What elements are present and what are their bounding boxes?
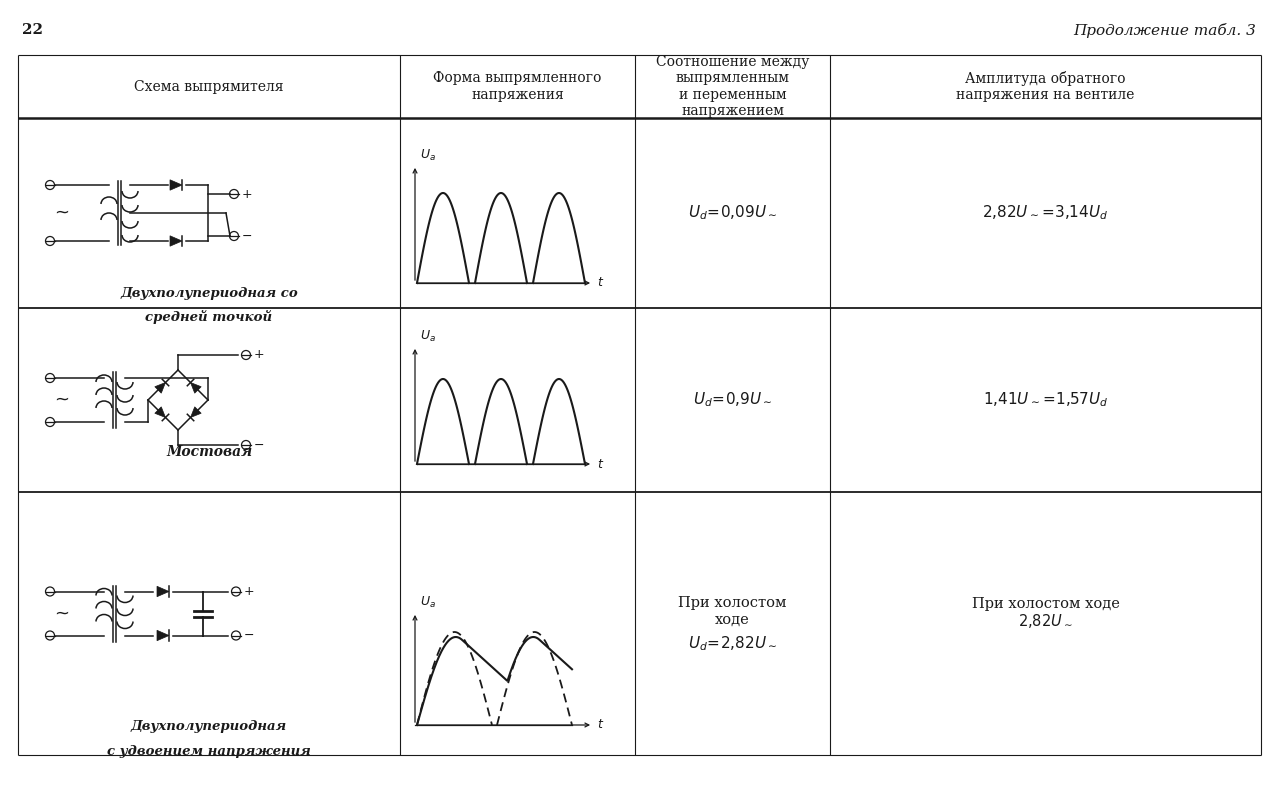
Text: Продолжение табл. 3: Продолжение табл. 3 [1073, 22, 1256, 38]
Text: −: − [242, 230, 252, 243]
Text: $1{,}41U_{\sim}\!=\!1{,}57U_d$: $1{,}41U_{\sim}\!=\!1{,}57U_d$ [982, 391, 1108, 409]
Text: $t$: $t$ [597, 457, 604, 471]
Polygon shape [155, 407, 165, 417]
Text: При холостом
ходе: При холостом ходе [678, 596, 787, 626]
Text: $t$: $t$ [597, 718, 604, 732]
Text: Форма выпрямленного
напряжения: Форма выпрямленного напряжения [434, 71, 601, 101]
Text: Амплитуда обратного
напряжения на вентиле: Амплитуда обратного напряжения на вентил… [957, 71, 1134, 102]
Polygon shape [170, 235, 182, 247]
Text: средней точкой: средней точкой [146, 310, 272, 324]
Text: +: + [244, 585, 255, 598]
Text: +: + [242, 188, 253, 200]
Text: $U_d\!=\!0{,}09U_{\sim}$: $U_d\!=\!0{,}09U_{\sim}$ [688, 203, 778, 223]
Text: −: − [244, 629, 255, 642]
Text: −: − [255, 438, 265, 452]
Polygon shape [157, 630, 169, 641]
Text: ~: ~ [55, 204, 69, 222]
Text: $t$: $t$ [597, 276, 604, 290]
Text: Соотношение между
выпрямленным
и переменным
напряжением: Соотношение между выпрямленным и перемен… [656, 55, 810, 118]
Text: $2{,}82U_{\sim}\!=\!3{,}14U_d$: $2{,}82U_{\sim}\!=\!3{,}14U_d$ [982, 203, 1109, 223]
Polygon shape [157, 587, 169, 597]
Polygon shape [191, 407, 201, 417]
Text: $U_a$: $U_a$ [420, 148, 436, 163]
Text: $U_a$: $U_a$ [420, 329, 436, 344]
Polygon shape [191, 382, 201, 393]
Text: Схема выпрямителя: Схема выпрямителя [134, 80, 284, 93]
Text: ~: ~ [55, 605, 69, 622]
Text: +: + [255, 349, 265, 361]
Text: При холостом ходе
$2{,}82U_{\sim}$: При холостом ходе $2{,}82U_{\sim}$ [972, 597, 1119, 630]
Polygon shape [170, 180, 182, 190]
Text: $U_d\!=\!2{,}82U_{\sim}$: $U_d\!=\!2{,}82U_{\sim}$ [688, 634, 778, 653]
Polygon shape [155, 382, 165, 393]
Text: Мостовая: Мостовая [166, 445, 252, 459]
Text: Двухполупериодная со: Двухполупериодная со [120, 287, 298, 300]
Text: Двухполупериодная: Двухполупериодная [130, 720, 286, 733]
Text: $U_a$: $U_a$ [420, 595, 436, 610]
Text: $U_d\!=\!0{,}9U_{\sim}$: $U_d\!=\!0{,}9U_{\sim}$ [693, 391, 773, 409]
Text: ~: ~ [55, 391, 69, 409]
Text: 22: 22 [22, 23, 43, 37]
Text: с удвоением напряжения: с удвоением напряжения [107, 745, 311, 758]
